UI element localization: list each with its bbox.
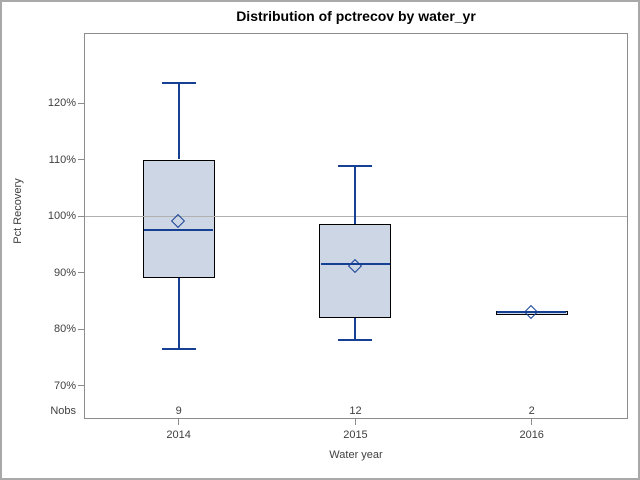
whisker-cap-upper-2014 bbox=[161, 82, 196, 85]
whisker-stem-upper-2014 bbox=[177, 83, 180, 160]
x-tick-mark bbox=[354, 419, 356, 425]
median-line-2016 bbox=[497, 311, 567, 314]
y-tick-label: 70% bbox=[53, 379, 76, 392]
x-tick-mark bbox=[531, 419, 533, 425]
box-2014 bbox=[142, 159, 215, 279]
y-tick-mark bbox=[78, 385, 84, 386]
y-tick-mark bbox=[78, 215, 84, 217]
x-tick-label-2016: 2016 bbox=[519, 429, 544, 441]
whisker-cap-lower-2015 bbox=[338, 339, 373, 342]
whisker-stem-upper-2015 bbox=[354, 166, 357, 225]
whisker-cap-lower-2014 bbox=[161, 347, 196, 350]
box-2015 bbox=[319, 224, 392, 318]
y-tick-mark bbox=[78, 159, 84, 160]
y-tick-mark bbox=[78, 102, 84, 104]
y-tick-label: 110% bbox=[48, 153, 76, 166]
y-tick-label: 80% bbox=[53, 323, 76, 335]
whisker-stem-lower-2014 bbox=[177, 278, 180, 349]
chart-title: Distribution of pctrecov by water_yr bbox=[236, 8, 476, 24]
median-line-2014 bbox=[144, 229, 214, 232]
y-tick-mark bbox=[78, 328, 84, 330]
y-axis-title: Pct Recovery bbox=[12, 178, 24, 244]
whisker-cap-upper-2015 bbox=[338, 165, 373, 168]
nobs-value-2014: 9 bbox=[175, 405, 182, 417]
nobs-value-2015: 12 bbox=[349, 405, 362, 417]
y-tick-label: 90% bbox=[53, 266, 76, 279]
nobs-header: Nobs bbox=[50, 405, 76, 417]
x-axis-title: Water year bbox=[329, 449, 383, 461]
y-tick-label: 120% bbox=[47, 97, 76, 109]
x-tick-mark bbox=[178, 419, 180, 425]
x-tick-label-2015: 2015 bbox=[343, 429, 368, 441]
nobs-value-2016: 2 bbox=[528, 405, 535, 417]
x-tick-label-2014: 2014 bbox=[166, 429, 191, 441]
y-tick-mark bbox=[78, 272, 84, 273]
y-tick-label: 100% bbox=[47, 210, 76, 222]
median-line-2015 bbox=[320, 263, 390, 266]
whisker-stem-lower-2015 bbox=[354, 317, 357, 341]
